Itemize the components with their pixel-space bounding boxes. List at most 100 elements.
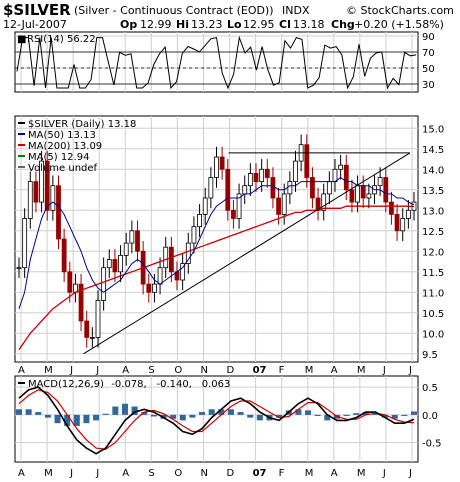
macd-histogram-bar — [382, 414, 389, 418]
month-tick-label-price: M — [305, 365, 314, 376]
price-candle-body — [219, 156, 225, 170]
price-candle-body — [39, 160, 44, 203]
month-tick-label-price: A — [331, 365, 338, 376]
rsi-tick-label: 90 — [422, 32, 435, 43]
macd-histogram-bar — [401, 414, 408, 416]
price-candle-body — [197, 213, 202, 228]
rsi-line — [16, 35, 417, 90]
price-candle-body — [123, 242, 129, 256]
price-candle-body — [152, 283, 157, 293]
month-tick-label-macd: S — [148, 468, 154, 479]
cl-label: Cl — [279, 18, 291, 31]
macd-histogram-bar — [83, 414, 90, 424]
macd-histogram-bar — [295, 409, 302, 415]
chg-label: Chg — [331, 18, 355, 31]
price-legend-entry: $SILVER (Daily) 13.18 — [28, 119, 136, 130]
macd-histogram-bar — [150, 414, 157, 417]
price-tick-label: 15.0 — [422, 124, 444, 135]
price-candle-body — [225, 168, 231, 211]
rsi-tick-label: 30 — [422, 80, 435, 91]
macd-histogram-bar — [353, 413, 360, 415]
price-candle-body — [214, 156, 219, 178]
macd-histogram-bar — [121, 403, 128, 415]
price-candle-body — [310, 177, 315, 199]
macd-histogram-bar — [276, 414, 283, 418]
month-tick-label-macd: J — [69, 468, 73, 479]
macd-tick-label: -0.5 — [422, 439, 442, 450]
price-candle-body — [383, 177, 389, 203]
price-legend-entry: Volume undef — [28, 163, 98, 174]
price-candle-body — [400, 218, 406, 232]
price-legend-entry: MA(200) 13.09 — [28, 141, 102, 152]
macd-histogram-bar — [247, 414, 254, 418]
macd-histogram-bar — [16, 409, 22, 415]
price-candle-body — [106, 259, 112, 269]
lo-label: Lo — [227, 18, 242, 31]
macd-line — [18, 386, 415, 455]
macd-histogram-bar — [35, 412, 42, 415]
price-candle-body — [44, 160, 50, 211]
price-candle-body — [27, 181, 33, 219]
macd-histogram-bar — [73, 414, 80, 426]
macd-tick-label: 0.5 — [422, 383, 438, 394]
month-tick-label-price: N — [200, 365, 207, 376]
source-credit: © StockCharts.com — [346, 4, 454, 17]
chg-value: +0.20 (+1.58%) — [354, 18, 444, 31]
price-candle-body — [264, 168, 270, 178]
symbol-title: $SILVER — [3, 1, 71, 19]
month-tick-label-price: J — [95, 365, 99, 376]
price-candle-body — [61, 238, 67, 273]
month-tick-label-macd: M — [357, 468, 366, 479]
macd-title: MACD(12,26,9) — [28, 379, 104, 390]
price-candle-body — [157, 267, 163, 285]
price-candle-body — [67, 271, 73, 293]
month-tick-label-price: J — [69, 365, 73, 376]
macd-histogram-bar — [131, 406, 138, 415]
month-tick-label-macd: F — [279, 468, 285, 479]
price-candle-body — [112, 259, 118, 273]
month-tick-label-macd: D — [227, 468, 235, 479]
month-tick-label-price: M — [357, 365, 366, 376]
macd-histogram-bar — [208, 409, 215, 415]
price-candle-body — [78, 283, 84, 322]
exchange-label: INDX — [282, 4, 310, 17]
macd-histogram-bar — [179, 414, 186, 421]
ma200-line — [18, 205, 415, 351]
price-candle-body — [377, 177, 383, 187]
macd-title-value: -0.140, — [157, 379, 192, 390]
price-candle-body — [343, 164, 349, 191]
macd-histogram-bar — [112, 406, 119, 415]
macd-histogram-bar — [343, 414, 350, 416]
macd-title-value: -0.078, — [111, 379, 146, 390]
price-tick-label: 14.5 — [422, 145, 444, 156]
macd-histogram-bar — [189, 414, 196, 418]
price-tick-label: 10.0 — [422, 329, 444, 340]
price-candle-body — [168, 246, 174, 273]
price-candle-body — [33, 181, 39, 203]
cl-value: 13.18 — [293, 18, 325, 31]
price-panel-frame — [14, 115, 419, 363]
macd-histogram-bar — [314, 414, 321, 416]
price-candle-body — [349, 189, 355, 203]
price-tick-label: 11.5 — [422, 268, 444, 279]
price-candle-body — [355, 185, 360, 203]
month-tick-label-macd: A — [331, 468, 338, 479]
macd-histogram-bar — [54, 414, 61, 424]
price-candle-body — [146, 283, 152, 293]
month-tick-label-macd: N — [200, 468, 207, 479]
price-candle-body — [208, 177, 214, 199]
price-candle-body — [259, 168, 265, 183]
month-tick-label-macd: 07 — [253, 468, 267, 479]
macd-histogram-bar — [25, 409, 32, 415]
op-value: 12.99 — [140, 18, 172, 31]
price-tick-label: 12.0 — [422, 247, 444, 258]
month-tick-label-price: O — [174, 365, 182, 376]
price-candle-body — [22, 218, 28, 269]
month-tick-label-price: M — [44, 365, 53, 376]
price-tick-label: 12.5 — [422, 227, 444, 238]
month-tick-label-price: F — [279, 365, 285, 376]
price-candle-body — [338, 164, 344, 170]
price-candle-body — [287, 181, 293, 195]
macd-histogram-bar — [227, 409, 234, 415]
